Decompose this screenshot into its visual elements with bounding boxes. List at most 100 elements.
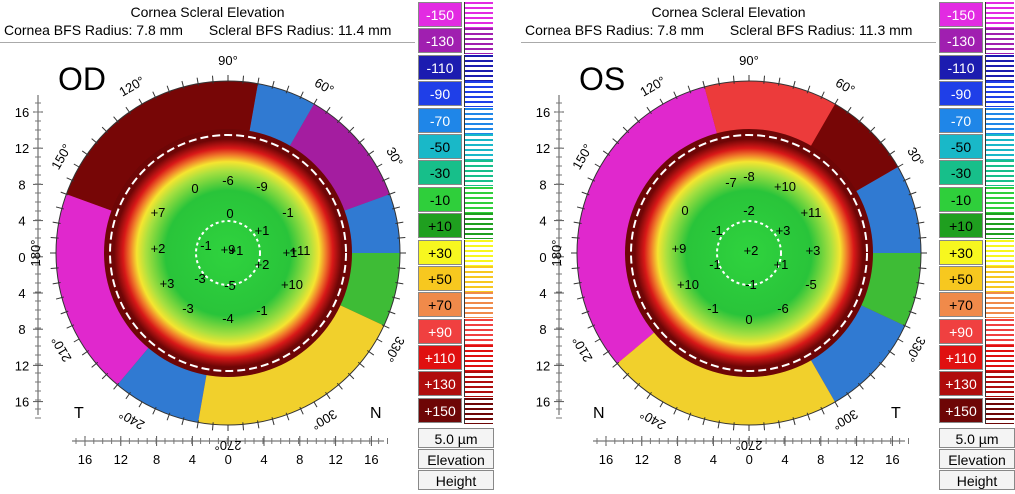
angle-tick	[732, 422, 735, 431]
angle-tick	[916, 221, 925, 224]
color-scale[interactable]: -150 -130 -110 -90 -70 -50 -30 -10 +10 +30 +50 +70 +…	[418, 2, 494, 424]
scale-swatch: +150	[418, 397, 462, 423]
angle-tick	[325, 391, 331, 400]
radius-info: Cornea BFS Radius: 7.8 mm Scleral BFS Ra…	[4, 22, 413, 38]
elevation-value: -7	[725, 175, 737, 190]
y-tick-label: 8	[539, 177, 546, 192]
angle-tick	[325, 106, 331, 115]
scleral-sector	[289, 104, 390, 212]
angle-tick	[887, 350, 896, 356]
angle-tick	[313, 401, 318, 408]
scale-row: +110	[418, 345, 494, 372]
elevation-map-svg: 16 12 8 4 0 4 8 12 16 16 12 8 4 0 4 8 12 16 90° 60° 30° 0° 330…	[15, 53, 415, 467]
scale-swatch: +110	[939, 345, 983, 371]
scale-unit[interactable]: 5.0 µm	[418, 428, 494, 448]
scale-row: -90	[418, 81, 494, 108]
angle-label: 0°	[934, 247, 936, 259]
angle-label: 330°	[381, 334, 407, 365]
angle-tick	[196, 420, 199, 429]
scale-swatch: -50	[418, 133, 462, 159]
scale-row: +130	[939, 371, 1015, 398]
scale-row: +50	[939, 265, 1015, 292]
elevation-value: -1	[745, 277, 757, 292]
scale-gradation	[464, 345, 493, 372]
angle-tick	[392, 206, 401, 210]
y-tick-label: 4	[18, 286, 25, 301]
angle-tick	[366, 350, 375, 356]
scale-mode[interactable]: Elevation	[939, 449, 1015, 469]
scale-row: +10	[418, 213, 494, 240]
angle-tick	[820, 91, 825, 100]
scale-type[interactable]: Height	[418, 470, 494, 490]
angle-tick	[113, 382, 120, 390]
angle-tick	[908, 310, 917, 315]
elevation-value: 0	[745, 312, 752, 327]
elevation-value: +3	[160, 276, 175, 291]
angle-tick	[66, 324, 75, 329]
x-tick-label: 4	[781, 452, 788, 467]
angle-tick	[395, 221, 404, 224]
scale-gradation	[985, 186, 1014, 213]
scleral-sector	[117, 346, 207, 423]
scale-mode[interactable]: Elevation	[418, 449, 494, 469]
scale-gradation	[464, 371, 493, 398]
scale-swatch: +30	[418, 239, 462, 265]
x-tick-label: 16	[885, 452, 899, 467]
angle-tick	[101, 126, 109, 134]
elevation-map[interactable]: 16 12 8 4 0 4 8 12 16 16 12 8 4 0 4 8 12 16 90° 60° 30° 0° 330…	[0, 42, 415, 494]
scale-gradation	[464, 186, 493, 213]
elevation-value: 0	[226, 206, 233, 221]
scale-unit[interactable]: 5.0 µm	[939, 428, 1015, 448]
scale-swatch: +130	[939, 371, 983, 397]
elevation-value: -1	[711, 223, 723, 238]
scale-swatch: -70	[939, 107, 983, 133]
scale-gradation	[985, 160, 1014, 187]
y-tick-label: 16	[536, 105, 550, 120]
angle-tick	[857, 382, 864, 390]
scale-swatch: +70	[939, 292, 983, 318]
elevation-value: -3	[194, 271, 206, 286]
angle-tick	[196, 77, 199, 86]
angle-tick	[806, 412, 811, 421]
color-scale[interactable]: -150 -130 -110 -90 -70 -50 -30 -10 +10 +30 +50 +70 +…	[939, 2, 1015, 424]
scale-row: -130	[939, 28, 1015, 55]
x-tick-label: 12	[328, 452, 342, 467]
scleral-sector	[249, 83, 314, 148]
angle-label: 270°	[215, 438, 242, 453]
angle-tick	[81, 350, 90, 356]
scale-swatch: +50	[418, 265, 462, 291]
scale-type[interactable]: Height	[939, 470, 1015, 490]
angle-tick	[101, 372, 109, 380]
angle-tick	[376, 163, 383, 168]
scale-swatch: +10	[418, 213, 462, 239]
corneal-zone	[114, 139, 342, 367]
angle-tick	[285, 85, 290, 94]
angle-tick	[846, 391, 852, 400]
elevation-map[interactable]: 16 12 8 4 0 4 8 12 16 16 12 8 4 0 4 8 12 16 90° 60° 30° 0° 330…	[521, 42, 936, 494]
angle-tick	[271, 80, 275, 89]
scale-gradation	[985, 54, 1014, 81]
angle-tick	[60, 191, 69, 196]
scale-row: -90	[939, 81, 1015, 108]
scale-row: -110	[418, 54, 494, 81]
x-tick-label: 16	[599, 452, 613, 467]
y-tick-label: 8	[539, 322, 546, 337]
scale-swatch: +150	[939, 397, 983, 423]
y-tick-label: 8	[18, 177, 25, 192]
pupil-circle	[195, 220, 261, 286]
angle-tick	[659, 401, 664, 408]
angle-tick	[913, 206, 922, 210]
angle-tick	[778, 77, 781, 86]
scale-gradation	[985, 133, 1014, 160]
x-tick-label: 8	[674, 452, 681, 467]
x-tick-label: 8	[296, 452, 303, 467]
angle-tick	[612, 361, 620, 368]
scale-swatch: +130	[418, 371, 462, 397]
x-tick-label: 0	[225, 452, 232, 467]
angle-tick	[576, 206, 585, 210]
scale-row: +70	[418, 292, 494, 319]
scale-row: +130	[418, 371, 494, 398]
elevation-value: +3	[776, 223, 791, 238]
map-title: Cornea Scleral Elevation	[130, 4, 285, 20]
y-tick-label: 0	[539, 250, 546, 265]
